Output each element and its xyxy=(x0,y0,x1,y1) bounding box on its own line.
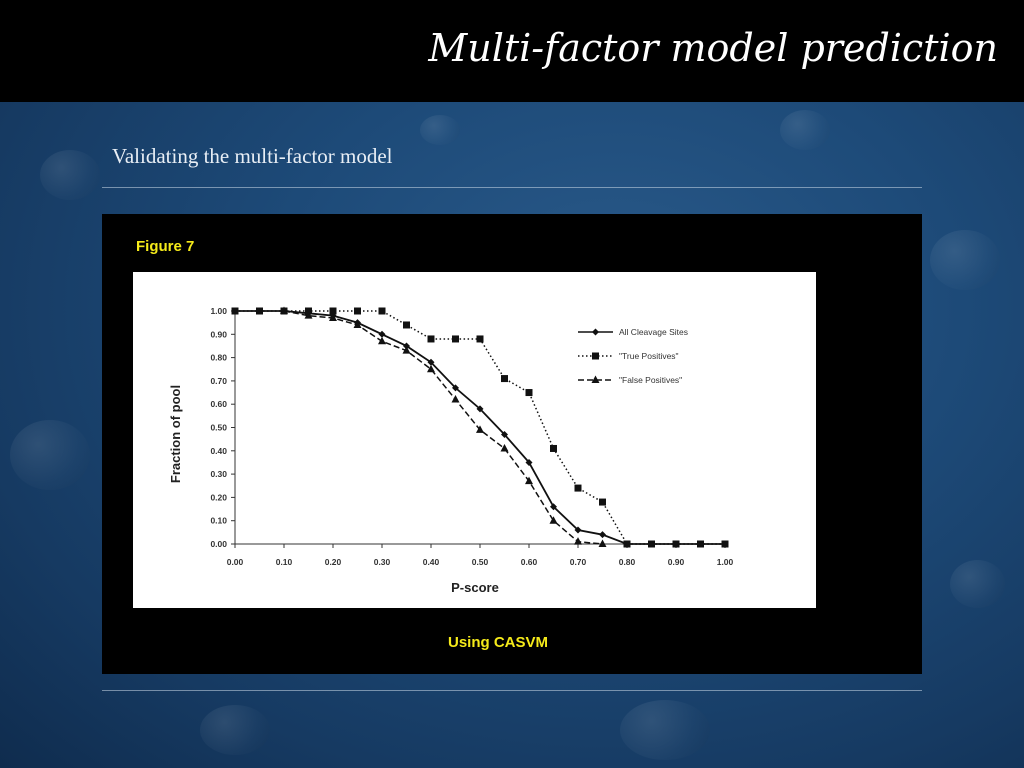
y-tick-label: 0.70 xyxy=(210,376,227,386)
title-bar xyxy=(0,0,1024,102)
y-tick-label: 0.00 xyxy=(210,539,227,549)
triangle-marker xyxy=(598,539,607,547)
diamond-marker xyxy=(599,531,606,539)
triangle-marker xyxy=(591,375,600,383)
y-tick-label: 0.60 xyxy=(210,399,227,409)
square-marker xyxy=(256,307,263,315)
figure-label: Figure 7 xyxy=(136,238,195,255)
y-tick-label: 0.80 xyxy=(210,353,227,363)
square-marker xyxy=(672,540,680,548)
square-marker xyxy=(427,335,435,343)
x-tick-label: 0.10 xyxy=(276,557,293,567)
x-tick-label: 0.40 xyxy=(423,557,440,567)
triangle-marker xyxy=(329,313,337,321)
diamond-marker xyxy=(452,384,459,392)
square-marker xyxy=(305,307,312,315)
diamond-marker xyxy=(525,458,533,466)
series-3 xyxy=(280,306,607,547)
triangle-marker xyxy=(427,364,435,373)
triangle-marker xyxy=(304,311,313,319)
y-tick-label: 0.50 xyxy=(210,423,227,433)
square-marker xyxy=(329,307,337,315)
square-marker xyxy=(550,444,557,452)
y-tick-label: 0.40 xyxy=(210,446,227,456)
diamond-marker xyxy=(501,430,508,438)
square-marker xyxy=(452,335,459,343)
triangle-marker xyxy=(378,336,386,345)
chart-legend: All Cleavage Sites "True Positives" "False… xyxy=(578,327,688,385)
y-tick-label: 1.00 xyxy=(210,306,227,316)
figure-caption: Using CASVM xyxy=(447,634,548,651)
x-axis-label: P-score xyxy=(451,580,499,595)
y-tick-label: 0.10 xyxy=(210,516,227,526)
square-marker xyxy=(623,540,631,548)
x-tick-label: 0.60 xyxy=(521,557,538,567)
y-tick-label: 0.20 xyxy=(210,492,227,502)
square-marker xyxy=(525,389,533,397)
slide-subtitle: Validating the multi-factor model xyxy=(112,144,393,168)
diamond-marker xyxy=(476,405,484,413)
diamond-marker xyxy=(592,328,599,336)
x-tick-label: 0.90 xyxy=(668,557,685,567)
x-tick-label: 0.70 xyxy=(570,557,587,567)
x-tick-label: 0.30 xyxy=(374,557,391,567)
top-divider xyxy=(102,187,922,188)
triangle-marker xyxy=(402,346,411,354)
square-marker xyxy=(476,335,484,343)
square-marker xyxy=(697,540,704,548)
bottom-divider xyxy=(102,690,922,691)
series-layer xyxy=(231,306,729,548)
y-axis-label: Fraction of pool xyxy=(168,385,183,483)
line-chart: 0.00 0.10 0.20 0.30 0.40 0.50 0.60 0.70 0.80 0.90… xyxy=(168,306,734,595)
y-tick-label: 0.30 xyxy=(210,469,227,479)
triangle-marker xyxy=(574,537,582,545)
diamond-marker xyxy=(550,503,557,511)
triangle-marker xyxy=(549,516,558,524)
x-tick-label: 0.50 xyxy=(472,557,489,567)
triangle-marker xyxy=(500,443,509,452)
square-marker xyxy=(592,352,599,360)
square-marker xyxy=(648,540,655,548)
square-marker xyxy=(231,307,239,315)
legend-label: All Cleavage Sites xyxy=(619,327,688,337)
series-line xyxy=(283,310,603,545)
square-marker xyxy=(354,307,361,315)
square-marker xyxy=(501,375,508,383)
triangle-marker xyxy=(476,425,484,433)
diamond-marker xyxy=(427,358,435,366)
triangle-marker xyxy=(525,476,533,485)
chart-container: 0.00 0.10 0.20 0.30 0.40 0.50 0.60 0.70 0.80 0.90… xyxy=(133,272,816,608)
x-tick-label: 0.80 xyxy=(619,557,636,567)
axes-layer: 0.00 0.10 0.20 0.30 0.40 0.50 0.60 0.70 0.80 0.90… xyxy=(210,306,733,567)
triangle-marker xyxy=(280,306,288,314)
triangle-marker xyxy=(353,320,362,328)
square-marker xyxy=(721,540,729,548)
legend-label: "False Positives" xyxy=(619,375,682,385)
slide-title: Multi-factor model prediction xyxy=(428,26,998,70)
square-marker xyxy=(378,307,386,315)
x-tick-label: 1.00 xyxy=(717,557,734,567)
square-marker xyxy=(403,321,410,329)
square-marker xyxy=(599,498,606,506)
diamond-marker xyxy=(574,526,582,534)
diamond-marker xyxy=(403,342,410,350)
y-tick-label: 0.90 xyxy=(210,329,227,339)
legend-label: "True Positives" xyxy=(619,351,679,361)
diamond-marker xyxy=(378,330,386,338)
triangle-marker xyxy=(451,395,460,403)
x-tick-label: 0.00 xyxy=(227,557,244,567)
x-tick-label: 0.20 xyxy=(325,557,342,567)
square-marker xyxy=(574,484,582,492)
